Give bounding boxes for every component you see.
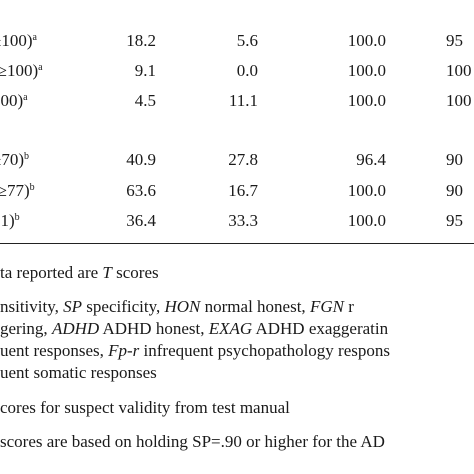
row-label: ≥100)a [0,31,37,50]
cell-value: 27.8 [228,150,258,169]
cell-value: 36.4 [126,211,156,230]
footnote-abbreviations-line-4: uent somatic responses [0,363,157,382]
cell-value: 9.1 [134,61,156,80]
table-row: (≥77)b 63.6 16.7 100.0 90 [0,176,474,206]
row-label: (≥77)b [0,181,35,200]
footnote-a: cores for suspect validity from test man… [0,398,290,417]
footnote-abbreviations-line-2: gering, ADHD ADHD honest, EXAG ADHD exag… [0,319,389,338]
cell-value: 11.1 [228,91,258,110]
footnote-abbreviations-line-3: uent responses, Fp-r infrequent psychopa… [0,341,390,360]
table-row: ≥100)a 18.2 5.6 100.0 95 [0,26,474,56]
cell-value: 4.5 [134,91,156,110]
cell-value: 33.3 [228,211,258,230]
table-row: ≥70)b 40.9 27.8 96.4 90 [0,145,474,175]
cell-value: 100.0 [347,181,386,200]
table-row: 91)b 36.4 33.3 100.0 95 [0,206,474,236]
row-label: ≥70)b [0,150,29,169]
cell-value: 95 [446,31,463,50]
table-row: (≥100)a 9.1 0.0 100.0 100 [0,56,474,86]
cell-value: 40.9 [126,150,156,169]
cell-value: 100 [446,91,472,110]
footnote-abbreviations-line-1: nsitivity, SP specificity, HON normal ho… [0,297,354,316]
cell-value: 0.0 [236,61,258,80]
cell-value: 100.0 [347,61,386,80]
row-label: (≥100)a [0,61,43,80]
cell-value: 100.0 [347,211,386,230]
cell-value: 96.4 [356,150,386,169]
cell-value: 100.0 [347,31,386,50]
cell-value: 63.6 [126,181,156,200]
table-row: 100)a 4.5 11.1 100.0 100 [0,86,474,116]
cell-value: 90 [446,150,463,169]
cell-value: 5.6 [236,31,258,50]
cell-value: 16.7 [228,181,258,200]
row-label: 100)a [0,91,28,110]
footnote-data-reported: ta reported are T scores [0,263,159,282]
cell-value: 100.0 [347,91,386,110]
table-bottom-rule [0,243,474,244]
cell-value: 100 [446,61,472,80]
row-label: 91)b [0,211,20,230]
footnote-b: scores are based on holding SP=.90 or hi… [0,432,385,451]
cell-value: 90 [446,181,463,200]
cell-value: 18.2 [126,31,156,50]
cell-value: 95 [446,211,463,230]
